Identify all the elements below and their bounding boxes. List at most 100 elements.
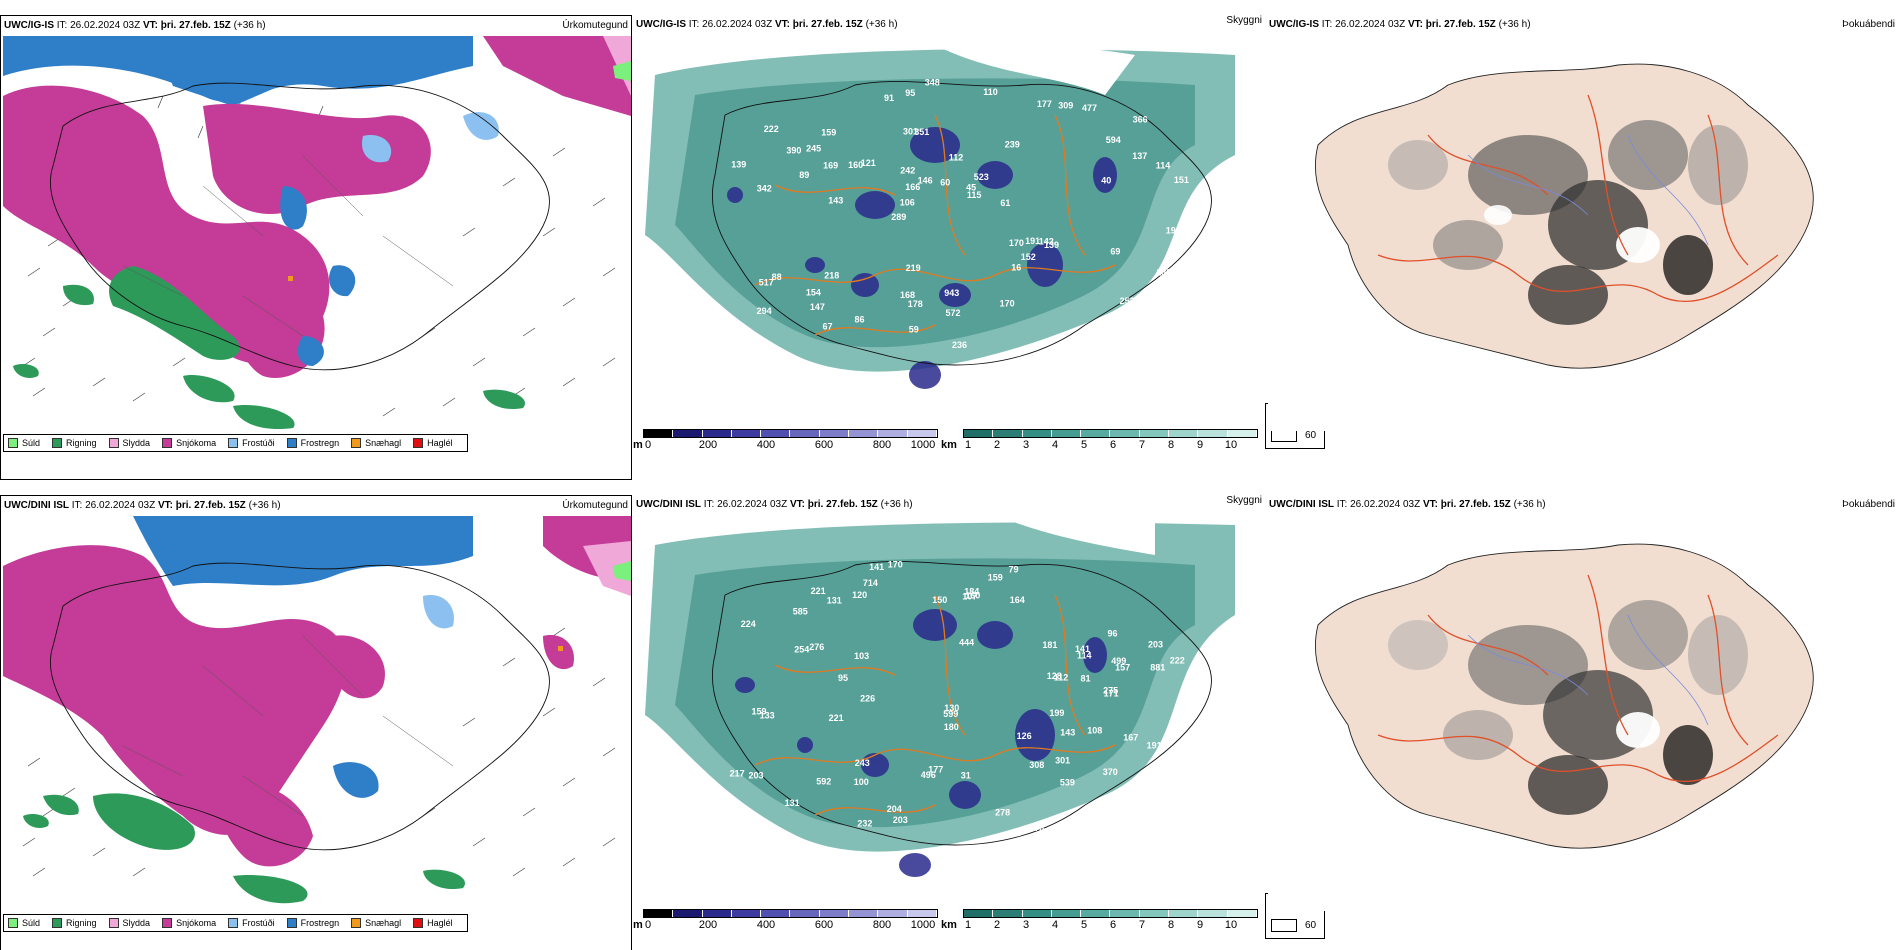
ptype-map[interactable] xyxy=(3,36,631,432)
ceiling-tick: 0 xyxy=(644,919,652,931)
ceiling-colorbar-swatches xyxy=(643,909,938,918)
ceiling-tick: 1000 xyxy=(910,439,936,451)
ceiling-value-label: 253 xyxy=(1120,296,1135,306)
ceiling-value-label: 100 xyxy=(854,777,869,787)
ceiling-value-label: 222 xyxy=(764,124,779,134)
ceiling-value-label: 61 xyxy=(1000,198,1010,208)
ceiling-value-label: 275 xyxy=(1103,685,1118,695)
ceiling-value-label: 141 xyxy=(869,562,884,572)
colorbar-swatch xyxy=(731,430,762,437)
colorbar-swatch xyxy=(878,910,908,917)
precip-patches xyxy=(3,36,631,430)
model-name: UWC/IG-IS xyxy=(1269,19,1319,30)
ceiling-value-label: 572 xyxy=(946,308,961,318)
ceiling-tick: 200 xyxy=(698,439,718,451)
ceiling-value-labels: 942 342 366 289 239 301 112 88 121 147 351 523 139 22… xyxy=(731,78,1189,350)
ceiling-value-label: 89 xyxy=(799,170,809,180)
product-name: Þokuábendi xyxy=(1842,499,1895,510)
it-label: IT: xyxy=(71,500,83,511)
ceiling-value-label: 592 xyxy=(816,776,831,786)
ceiling-map[interactable]: 370 203 430 444 714 499 100 276 881 224 275 203 203 5… xyxy=(635,515,1263,911)
ceiling-value-labels: 370 203 430 444 714 499 100 276 881 224 275 203 203 5… xyxy=(730,560,1190,834)
ceiling-value-label: 133 xyxy=(760,711,775,721)
ceiling-map[interactable]: 942 342 366 289 239 301 112 88 121 147 351 523 139 22… xyxy=(635,35,1263,431)
it-label: IT: xyxy=(688,19,700,30)
vt-label: VT: xyxy=(774,19,790,30)
ceiling-value-label: 121 xyxy=(861,158,876,168)
ceiling-value-label: 67 xyxy=(823,322,833,332)
ceiling-value-label: 243 xyxy=(855,758,870,768)
colorbar-swatch xyxy=(907,430,937,437)
ptype-label: Slydda xyxy=(122,438,151,448)
ceiling-value-label: 366 xyxy=(1133,115,1148,125)
ptype-swatch xyxy=(8,918,18,928)
ceiling-value-label: 96 xyxy=(1108,628,1118,638)
ceiling-value-label: 181 xyxy=(1042,640,1057,650)
visibility-unit: km xyxy=(941,919,957,931)
ptype-swatch xyxy=(8,438,18,448)
ceiling-value-label: 184 xyxy=(964,586,979,596)
ptype-legend-item: Slydda xyxy=(108,438,151,448)
ceiling-value-label: 159 xyxy=(988,573,1003,583)
ceiling-value-label: 107 xyxy=(962,592,977,602)
panel-header: UWC/IG-IS IT: 26.02.2024 03Z VT: þri. 27… xyxy=(1269,18,1895,32)
ceiling-value-label: 226 xyxy=(860,693,875,703)
ceiling-value-label: 943 xyxy=(944,288,959,298)
ptype-label: Frostúði xyxy=(242,918,275,928)
ceiling-value-label: 539 xyxy=(1060,778,1075,788)
colorbar-swatch xyxy=(1081,430,1111,437)
ceiling-value-label: 221 xyxy=(829,713,844,723)
ceiling-value-label: 191 xyxy=(1147,740,1162,750)
ceiling-value-label: 131 xyxy=(827,596,842,606)
vt-value: þri. 27.feb. 15Z xyxy=(1425,19,1496,30)
vt-value: þri. 27.feb. 15Z xyxy=(807,499,878,510)
colorbar-swatch xyxy=(1110,910,1140,917)
panel-header: UWC/IG-IS IT: 26.02.2024 03Z VT: þri. 27… xyxy=(4,19,628,33)
ceiling-value-label: 203 xyxy=(749,771,764,781)
ptype-swatch xyxy=(108,918,119,928)
ceiling-unit: m xyxy=(633,919,643,931)
ceiling-value-label: 370 xyxy=(1103,767,1118,777)
fog-map[interactable] xyxy=(1268,35,1896,431)
colorbar-swatch xyxy=(1139,430,1170,437)
ptype-swatch xyxy=(351,438,362,448)
visibility-colorbar-swatches xyxy=(963,909,1258,918)
coastline xyxy=(711,561,1212,846)
ceiling-value-label: 170 xyxy=(888,560,903,570)
ptype-swatch xyxy=(413,918,424,928)
visibility-colorbar: km 1 2 3 4 5 6 7 8 9 10 xyxy=(941,429,1261,455)
ceiling-value-label: 301 xyxy=(1055,756,1070,766)
colorbar-swatch xyxy=(878,430,908,437)
ceiling-value-label: 254 xyxy=(794,645,809,655)
ceiling-value-label: 152 xyxy=(1021,252,1036,262)
visibility-colorbar-swatches xyxy=(963,429,1258,438)
ceiling-colorbar: m 0 200 400 600 800 1000 xyxy=(633,909,938,935)
ceiling-value-label: 585 xyxy=(793,606,808,616)
ceiling-value-label: 88 xyxy=(772,272,782,282)
vt-value: þri. 27.feb. 15Z xyxy=(1440,499,1511,510)
colorbar-swatch xyxy=(964,430,994,437)
ptype-map[interactable] xyxy=(3,516,631,912)
ceiling-value-label: 245 xyxy=(806,143,821,153)
ceiling-value-label: 308 xyxy=(1029,760,1044,770)
visibility-tick: 8 xyxy=(1167,439,1175,451)
ceiling-value-label: 221 xyxy=(811,586,826,596)
ceiling-value-label: 91 xyxy=(884,93,894,103)
model-name: UWC/DINI ISL xyxy=(1269,499,1334,510)
coastline xyxy=(49,82,550,371)
ceiling-tick: 400 xyxy=(756,919,776,931)
panel-header: UWC/DINI ISL IT: 26.02.2024 03Z VT: þri.… xyxy=(4,499,628,513)
it-value: 26.02.2024 03Z xyxy=(702,19,773,30)
fog-legend-label: 60 xyxy=(1305,920,1317,931)
ptype-legend-item: Snæhagl xyxy=(351,438,401,448)
ceiling-value-label: 146 xyxy=(918,176,933,186)
ceiling-value-label: 139 xyxy=(731,160,746,170)
colorbar-swatch xyxy=(761,910,791,917)
ptype-swatch xyxy=(52,438,63,448)
ceiling-value-label: 139 xyxy=(1044,240,1059,250)
ceiling-value-label: 106 xyxy=(900,197,915,207)
fog-map[interactable] xyxy=(1268,515,1896,911)
ceiling-value-label: 142 xyxy=(1039,236,1054,246)
lead-time: (+36 h) xyxy=(865,19,898,30)
ceiling-tick: 0 xyxy=(644,439,652,451)
